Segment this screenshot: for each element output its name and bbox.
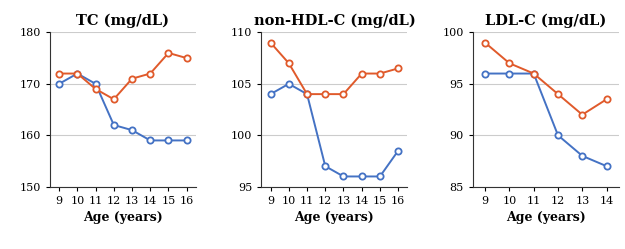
Title: LDL-C (mg/dL): LDL-C (mg/dL) xyxy=(485,14,606,28)
X-axis label: Age (years): Age (years) xyxy=(506,211,586,224)
X-axis label: Age (years): Age (years) xyxy=(294,211,374,224)
Title: TC (mg/dL): TC (mg/dL) xyxy=(76,14,169,28)
X-axis label: Age (years): Age (years) xyxy=(83,211,162,224)
Title: non-HDL-C (mg/dL): non-HDL-C (mg/dL) xyxy=(254,14,415,28)
